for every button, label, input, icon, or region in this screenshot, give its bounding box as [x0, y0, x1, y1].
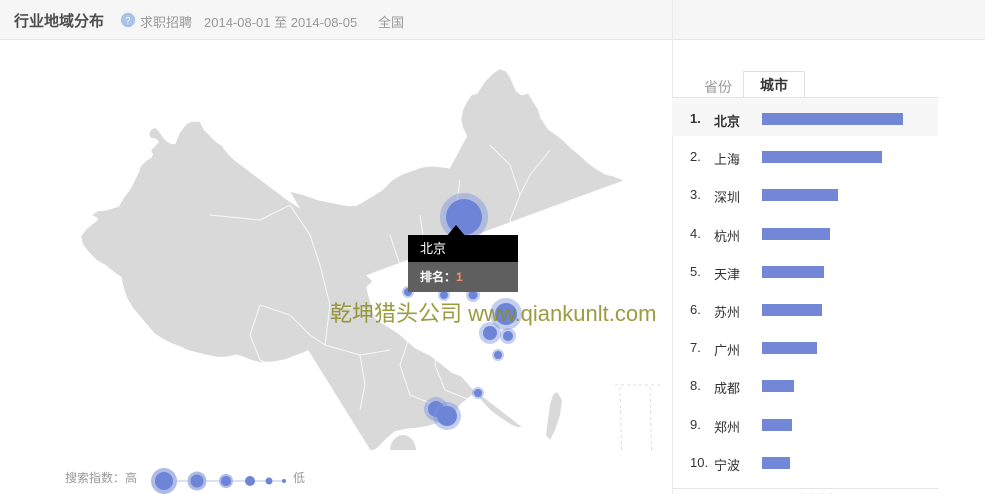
svg-text:?: ? — [126, 16, 131, 26]
